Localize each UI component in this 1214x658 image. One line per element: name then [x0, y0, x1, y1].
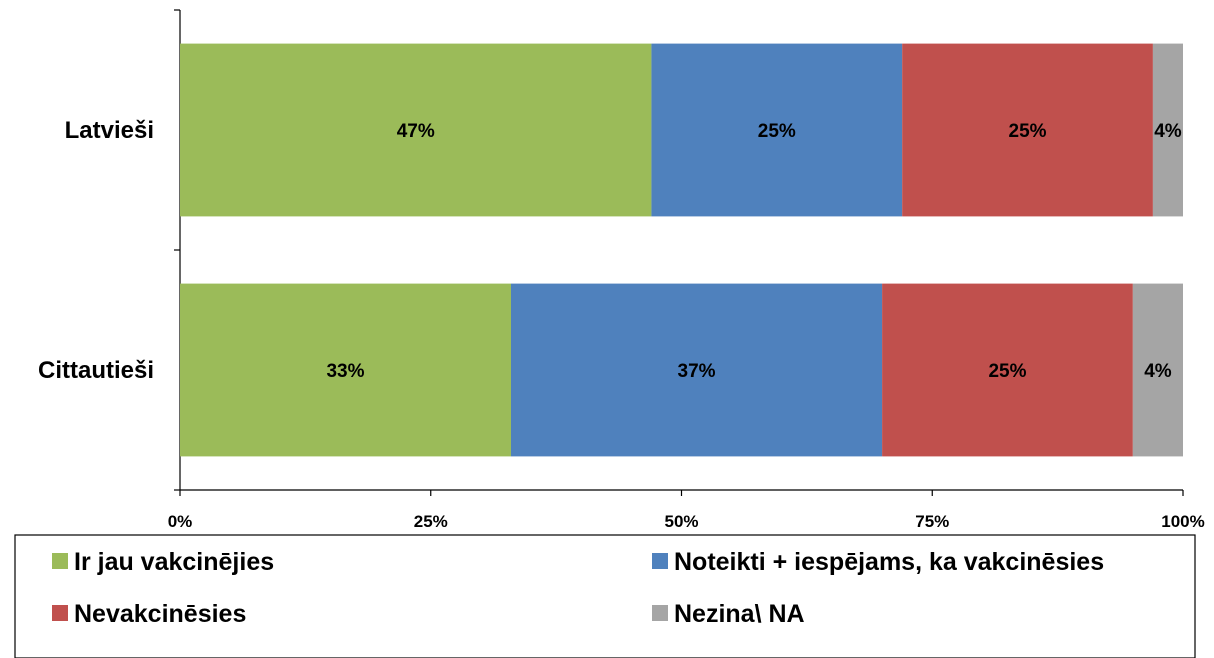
x-tick-label: 0%: [168, 512, 193, 531]
legend: Ir jau vakcinējies Noteikti + iespējams, …: [15, 535, 1195, 658]
data-label: 4%: [1144, 361, 1172, 382]
x-tick-label: 50%: [664, 512, 698, 531]
data-label: 4%: [1154, 121, 1182, 142]
data-label: 37%: [678, 361, 716, 382]
data-label: 25%: [758, 121, 796, 142]
plot-area: 0% 25% 50% 75% 100% Latvieši 47% 25% 25% 4% Cittau…: [38, 10, 1205, 531]
data-label: 25%: [1009, 121, 1047, 142]
data-label: 33%: [326, 361, 364, 382]
legend-swatch: [652, 605, 668, 621]
legend-swatch: [652, 553, 668, 569]
x-tick-label: 100%: [1161, 512, 1204, 531]
category-label: Latvieši: [65, 117, 154, 144]
legend-label: Ir jau vakcinējies: [74, 548, 274, 576]
legend-swatch: [52, 605, 68, 621]
legend-label: Noteikti + iespējams, ka vakcinēsies: [674, 548, 1104, 576]
x-tick-label: 75%: [915, 512, 949, 531]
legend-swatch: [52, 553, 68, 569]
data-label: 25%: [988, 361, 1026, 382]
legend-label: Nevakcinēsies: [74, 600, 246, 628]
x-tick-label: 25%: [414, 512, 448, 531]
data-label: 47%: [397, 121, 435, 142]
legend-label: Nezina\ NA: [674, 600, 805, 628]
category-label: Cittautieši: [38, 357, 154, 384]
